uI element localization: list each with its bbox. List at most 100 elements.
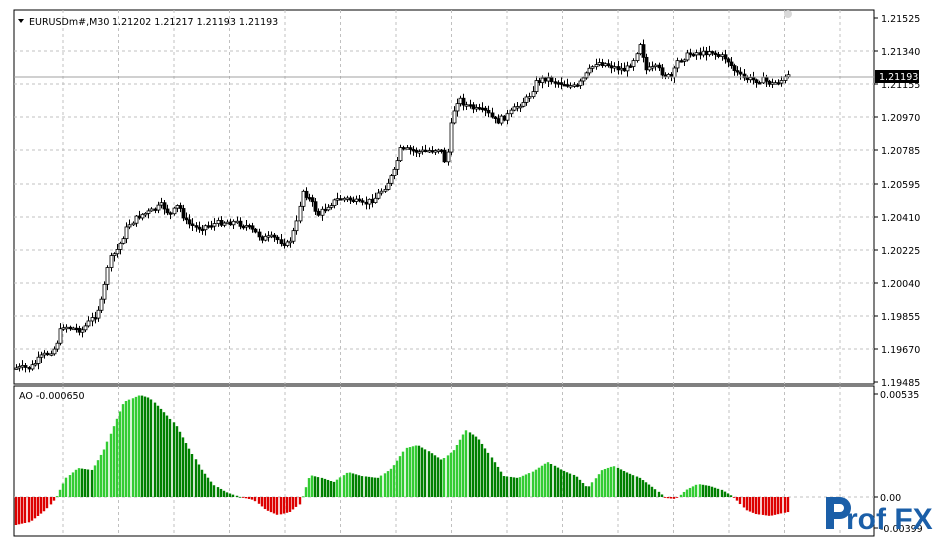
ao-bar (140, 395, 144, 497)
candle-body (149, 208, 154, 212)
ao-bar (329, 481, 333, 497)
candle-body (156, 204, 161, 211)
ao-bar (181, 437, 185, 497)
ao-bar (203, 473, 207, 497)
ao-bar (584, 486, 588, 497)
candle-body (622, 67, 627, 72)
candle-body (153, 208, 158, 211)
candle-body (590, 66, 595, 69)
ao-bar (616, 467, 620, 497)
candle-body (102, 283, 107, 300)
candle-body (90, 317, 95, 322)
ao-bar (156, 405, 160, 497)
candle-body (779, 80, 784, 84)
price-tick-label: 1.20595 (881, 180, 920, 191)
ao-bar (253, 497, 257, 502)
candle-body (417, 151, 422, 154)
candle-body (64, 326, 69, 330)
candle-body (543, 77, 548, 82)
ao-bar (401, 451, 405, 497)
ao-bar (446, 455, 450, 497)
candle-body (244, 225, 249, 228)
candle-body (263, 235, 268, 241)
indicator-tick-label: -0.00399 (880, 524, 923, 535)
candle-body (663, 74, 668, 78)
candle-body (383, 189, 388, 192)
candle-body (61, 327, 66, 330)
ao-bar (553, 465, 557, 497)
candle-body (770, 82, 775, 85)
ao-bar (231, 494, 235, 497)
ao-bar (729, 495, 733, 497)
ao-bar (546, 462, 550, 497)
main-chart-frame[interactable] (13, 9, 875, 385)
candle-body (716, 54, 721, 57)
candle-body (641, 44, 646, 58)
candle-body (58, 328, 63, 344)
ao-bar (241, 497, 245, 498)
candle-body (499, 115, 504, 124)
candle-body (146, 210, 151, 214)
candle-body (408, 147, 413, 150)
candle-body (735, 70, 740, 73)
ao-bar (594, 478, 598, 497)
price-axis[interactable]: 1.21525 1.21340 1.21155 1.20970 1.20785 1.205… (874, 14, 920, 389)
ao-bar (80, 468, 84, 497)
ao-bar (682, 491, 686, 497)
ao-bar (96, 460, 100, 497)
candle-body (326, 206, 331, 211)
candle-body (190, 223, 195, 226)
ao-bar (168, 418, 172, 497)
ao-bar (537, 467, 541, 497)
candle-body (578, 80, 583, 86)
ao-bar (474, 436, 478, 497)
candle-body (776, 82, 781, 85)
ao-bar (99, 454, 103, 497)
ao-bar (603, 468, 607, 497)
candle-body (143, 212, 148, 216)
ao-bar (562, 470, 566, 497)
candle-body (694, 52, 699, 56)
candle-body (367, 198, 372, 205)
candle-body (446, 151, 451, 163)
chevron-down-icon[interactable] (18, 19, 24, 23)
candlestick-series (14, 39, 791, 373)
candle-body (310, 197, 315, 203)
candle-body (616, 66, 621, 71)
candle-body (27, 367, 32, 370)
ao-bar (657, 491, 661, 497)
indicator-axis[interactable]: 0.00535 0.00 -0.00399 (874, 390, 923, 535)
one-click-trading-dot[interactable] (784, 10, 792, 18)
ao-bar (625, 472, 629, 497)
ao-bar (275, 497, 279, 515)
candle-body (272, 234, 277, 238)
ao-bar (42, 497, 46, 512)
ao-bar (20, 497, 24, 524)
candle-body (379, 190, 384, 194)
candle-body (253, 228, 258, 233)
candle-body (672, 67, 677, 78)
ao-bar (647, 484, 651, 497)
ao-bar (27, 497, 31, 523)
ao-bar (691, 486, 695, 497)
candle-body (420, 149, 425, 153)
ao-bar (540, 465, 544, 497)
candle-body (745, 77, 750, 81)
ao-bar (345, 472, 349, 497)
candle-body (329, 205, 334, 208)
candle-body (490, 112, 495, 118)
candle-body (235, 220, 240, 224)
candle-body (109, 255, 114, 268)
ao-bar (367, 476, 371, 497)
ao-bar (735, 497, 739, 501)
ao-bar (499, 471, 503, 497)
candle-body (483, 107, 488, 111)
candle-body (316, 210, 321, 216)
candle-body (635, 53, 640, 62)
ao-bar (581, 483, 585, 497)
ao-bar (285, 497, 289, 513)
candle-body (411, 149, 416, 152)
candle-body (216, 220, 221, 224)
ao-bar (146, 397, 150, 497)
ao-bar (405, 447, 409, 497)
